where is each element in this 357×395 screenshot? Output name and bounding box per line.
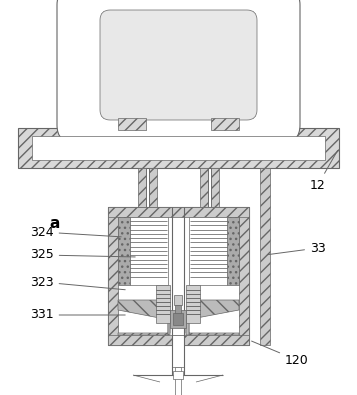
Bar [32,136,325,160]
Bar [130,217,168,285]
Bar [108,335,249,345]
Polygon shape [118,300,170,335]
Polygon shape [186,300,239,335]
Bar [149,168,157,207]
Text: 323: 323 [30,275,125,290]
Bar [138,168,146,207]
Bar [172,335,184,367]
Bar [174,295,182,305]
Bar [170,310,186,328]
FancyBboxPatch shape [57,0,300,143]
Text: 12: 12 [310,150,338,192]
FancyBboxPatch shape [100,10,257,120]
Text: 331: 331 [30,308,125,322]
Text: 325: 325 [30,248,135,261]
Text: 324: 324 [30,226,121,239]
Bar [108,207,118,345]
Text: 120: 120 [252,341,309,367]
Bar [239,207,249,345]
Bar [18,128,339,168]
Bar [118,118,146,130]
Bar [175,305,181,313]
Bar [108,207,249,217]
Bar [260,168,270,345]
Polygon shape [186,310,239,335]
Polygon shape [118,310,170,335]
Bar [186,285,200,323]
Bar [173,313,183,325]
Bar [173,371,183,379]
Bar [118,217,130,285]
Bar [189,217,227,285]
Bar [200,168,208,207]
Text: a: a [50,216,60,231]
Bar [211,168,219,207]
Bar [211,118,239,130]
Bar [227,217,239,285]
Bar [175,367,181,395]
Bar [108,207,249,345]
Bar [156,285,170,323]
Text: 33: 33 [268,241,326,255]
